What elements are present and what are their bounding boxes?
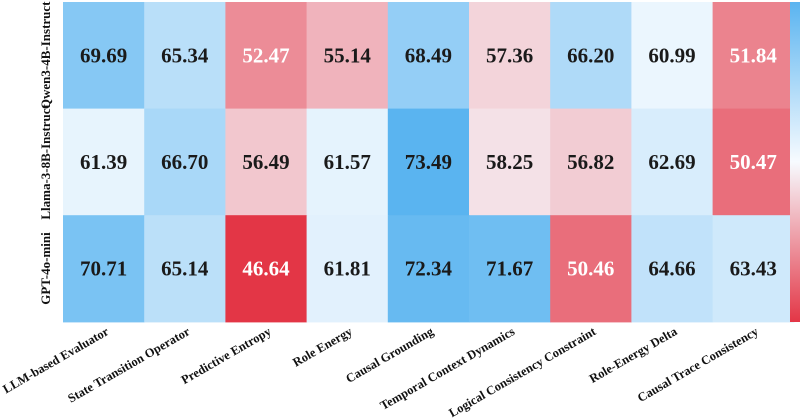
heatmap-cell (712, 215, 795, 323)
cell-value-label: 58.25 (486, 150, 533, 174)
cell-value-label: 63.43 (730, 257, 777, 281)
row-label: GPT-4o-mini (38, 232, 53, 305)
heatmap-cell (144, 108, 226, 216)
cell-value-label: 72.34 (405, 257, 453, 281)
heatmap-cell (144, 215, 226, 323)
heatmap-cells (63, 2, 795, 323)
row-label: Llama-3-8B-Instruct (38, 103, 53, 219)
heatmap-cell (387, 2, 470, 110)
heatmap-cell (712, 108, 795, 216)
heatmap-cell (306, 2, 389, 110)
heatmap-cell (225, 108, 308, 216)
heatmap-cell (550, 215, 632, 323)
column-label: Predictive Entropy (179, 324, 274, 387)
cell-value-label: 62.69 (648, 150, 695, 174)
cell-value-label: 68.49 (405, 43, 452, 67)
cell-value-label: 51.84 (730, 43, 778, 67)
heatmap-cell (63, 2, 145, 110)
cell-value-label: 56.82 (567, 150, 614, 174)
cell-value-label: 66.20 (567, 43, 614, 67)
row-label: Qwen3-4B-Instruct (38, 1, 53, 109)
cell-value-label: 70.71 (80, 257, 127, 281)
heatmap-cell (387, 108, 470, 216)
heatmap-cell (469, 2, 551, 110)
cell-value-label: 69.69 (80, 43, 127, 67)
cell-value-label: 50.47 (730, 150, 777, 174)
heatmap-cell (631, 108, 714, 216)
column-label: Role Energy (290, 324, 355, 370)
cell-value-label: 46.64 (242, 257, 290, 281)
cell-value-label: 64.66 (648, 257, 695, 281)
cell-value-label: 61.57 (324, 150, 371, 174)
colorbar (790, 2, 800, 322)
cell-value-label: 56.49 (242, 150, 289, 174)
cell-value-label: 61.39 (80, 150, 127, 174)
heatmap-cell (387, 215, 470, 323)
heatmap-cell (712, 2, 795, 110)
cell-value-label: 66.70 (161, 150, 208, 174)
cell-value-label: 65.34 (161, 43, 209, 67)
cell-value-label: 52.47 (242, 43, 289, 67)
cell-value-label: 61.81 (324, 257, 371, 281)
heatmap-cell (631, 215, 714, 323)
heatmap-cell (63, 215, 145, 323)
heatmap-cell (306, 108, 389, 216)
heatmap-cell (225, 215, 308, 323)
cell-value-label: 71.67 (486, 257, 533, 281)
cell-value-label: 55.14 (324, 43, 372, 67)
heatmap-cell (469, 215, 551, 323)
heatmap-cell (63, 108, 145, 216)
heatmap-cell (306, 215, 389, 323)
heatmap-cell (631, 2, 714, 110)
heatmap-cell (225, 2, 308, 110)
heatmap-value-labels: 69.69 65.34 52.47 55.14 68.49 57.36 66.20 60.99… (80, 43, 777, 280)
cell-value-label: 60.99 (648, 43, 695, 67)
cell-value-label: 73.49 (405, 150, 452, 174)
cell-value-label: 65.14 (161, 257, 209, 281)
cell-value-label: 50.46 (567, 257, 614, 281)
heatmap-cell (550, 108, 632, 216)
column-label: Temporal Context Dynamics (378, 324, 518, 413)
heatmap-cell (144, 2, 226, 110)
heatmap-cell (550, 2, 632, 110)
cell-value-label: 57.36 (486, 43, 533, 67)
column-label: Logical Consistency Constraint (446, 324, 599, 420)
heatmap-cell (469, 108, 551, 216)
